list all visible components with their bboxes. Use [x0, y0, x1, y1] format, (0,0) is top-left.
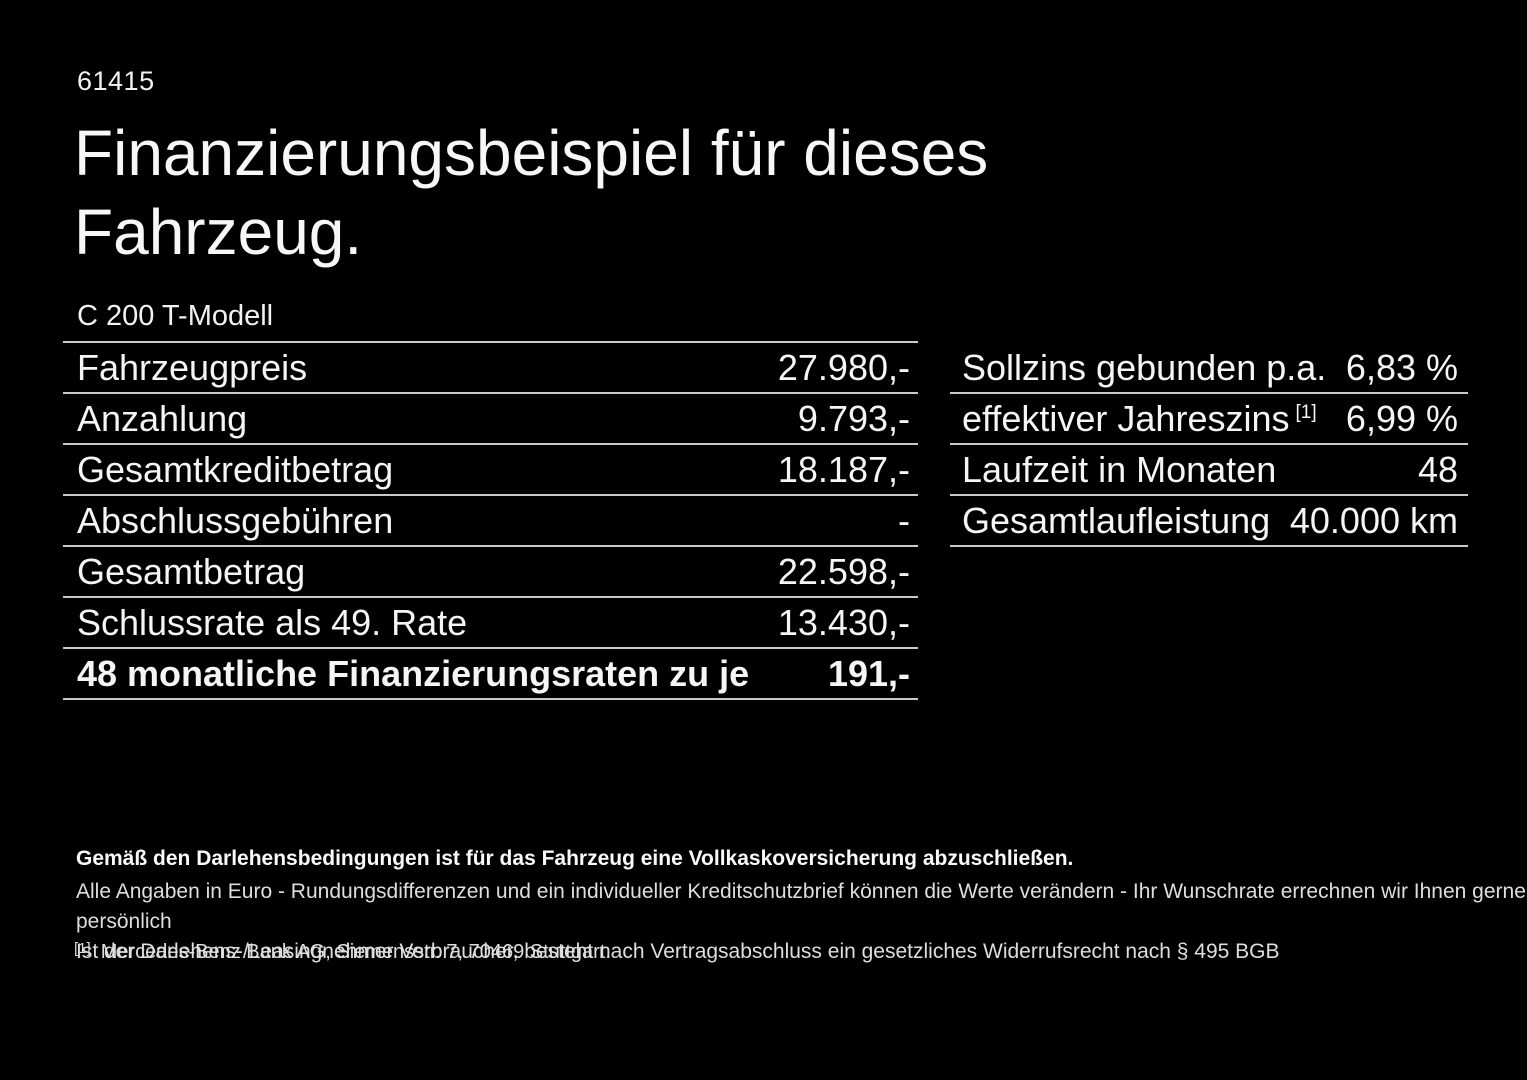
footnote-ref: [1]: [1295, 401, 1317, 423]
footnote-text: Mercedes-Benz Bank AG, Siemensstr. 7, 70…: [100, 941, 611, 963]
table-row: Gesamtlaufleistung 40.000 km: [950, 496, 1468, 547]
row-value: 27.980,-: [777, 346, 910, 388]
row-value: 6,83 %: [1345, 346, 1458, 388]
row-value: 40.000 km: [1289, 499, 1458, 541]
footnote: [1] Mercedes-Benz Bank AG, Siemensstr. 7,…: [74, 940, 611, 964]
table-row: Sollzins gebunden p.a. 6,83 %: [950, 343, 1468, 394]
row-label: effektiver Jahreszins [1]: [962, 397, 1317, 439]
table-row: Gesamtkreditbetrag 18.187,-: [63, 445, 918, 496]
table-row: Schlussrate als 49. Rate 13.430,-: [63, 598, 918, 649]
footer-note-line: Alle Angaben in Euro - Rundungsdifferenz…: [76, 880, 1526, 933]
table-row: Abschlussgebühren -: [63, 496, 918, 547]
footer-note-line: Ist der Darlehens-/Leasingnehmer Verbrau…: [76, 940, 1280, 963]
row-value: 18.187,-: [777, 448, 910, 490]
row-value: 191,-: [827, 652, 910, 694]
row-label: Anzahlung: [77, 397, 248, 439]
row-value: 9.793,-: [797, 397, 910, 439]
footnote-marker: [1]: [74, 940, 91, 957]
doc-number: 61415: [77, 66, 155, 96]
row-value: 13.430,-: [777, 601, 910, 643]
row-label: Gesamtlaufleistung: [962, 499, 1271, 541]
vehicle-model: C 200 T-Modell: [77, 300, 274, 332]
row-label: Schlussrate als 49. Rate: [77, 601, 468, 643]
row-value: 6,99 %: [1345, 397, 1458, 439]
row-label: Sollzins gebunden p.a.: [962, 346, 1327, 388]
row-label: Abschlussgebühren: [77, 499, 394, 541]
page-title: Finanzierungsbeispiel für dieses Fahrzeu…: [74, 117, 989, 268]
row-label: Gesamtbetrag: [77, 550, 306, 592]
row-label: 48 monatliche Finanzierungsraten zu je: [77, 652, 750, 694]
row-label: Laufzeit in Monaten: [962, 448, 1277, 490]
row-value: 48: [1417, 448, 1458, 490]
table-row: effektiver Jahreszins [1] 6,99 %: [950, 394, 1468, 445]
row-label: Gesamtkreditbetrag: [77, 448, 394, 490]
table-row: 48 monatliche Finanzierungsraten zu je 19…: [63, 649, 918, 700]
table-row: Laufzeit in Monaten 48: [950, 445, 1468, 496]
row-label: Fahrzeugpreis: [77, 346, 308, 388]
row-value: 22.598,-: [777, 550, 910, 592]
table-row: Fahrzeugpreis 27.980,-: [63, 343, 918, 394]
table-row: Anzahlung 9.793,-: [63, 394, 918, 445]
insurance-note: Gemäß den Darlehensbedingungen ist für d…: [76, 847, 1074, 870]
table-row: Gesamtbetrag 22.598,-: [63, 547, 918, 598]
row-value: -: [898, 499, 910, 541]
finance-table: Fahrzeugpreis 27.980,- Anzahlung 9.793,- Ges…: [63, 341, 918, 700]
conditions-table: Sollzins gebunden p.a. 6,83 % effektiver J…: [950, 343, 1468, 547]
footer-notes: Alle Angaben in Euro - Rundungsdifferenz…: [76, 877, 1527, 967]
